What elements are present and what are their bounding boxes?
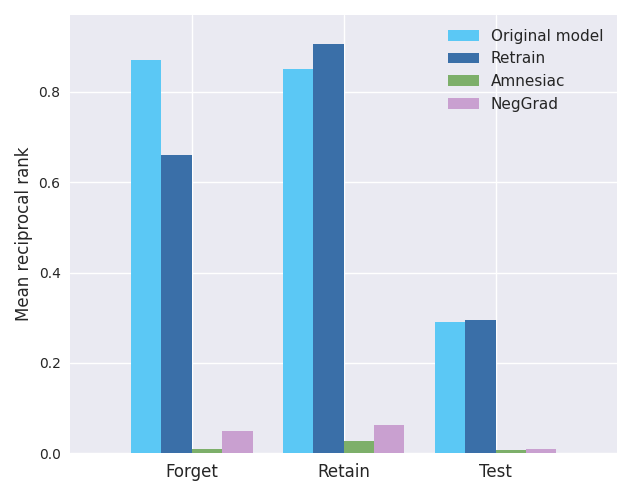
Bar [344, 440, 374, 453]
Bar [374, 425, 404, 453]
Bar [435, 322, 465, 453]
Bar [131, 60, 161, 453]
Bar [222, 431, 253, 453]
Bar [495, 450, 526, 453]
Bar [526, 449, 556, 453]
Legend: Original model, Retrain, Amnesiac, NegGrad: Original model, Retrain, Amnesiac, NegGr… [442, 23, 609, 118]
Y-axis label: Mean reciprocal rank: Mean reciprocal rank [15, 147, 33, 321]
Bar [191, 449, 222, 453]
Bar [283, 69, 313, 453]
Bar [161, 155, 191, 453]
Bar [465, 320, 495, 453]
Bar [313, 44, 344, 453]
